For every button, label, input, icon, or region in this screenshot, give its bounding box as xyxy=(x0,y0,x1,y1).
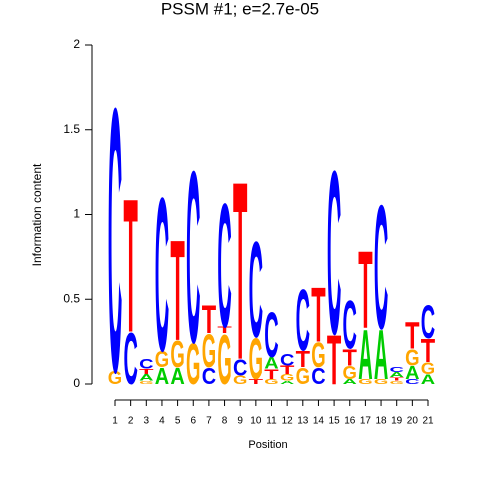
x-tick-label: 21 xyxy=(422,416,434,427)
logo-letter: T xyxy=(343,344,358,371)
y-tick-label: 2 xyxy=(73,37,80,51)
x-axis-label: Position xyxy=(248,439,287,451)
logo-letter: G xyxy=(374,378,388,386)
logo-letter: C xyxy=(249,213,263,366)
logo-letter: C xyxy=(202,362,217,389)
logo-letter: A xyxy=(343,378,358,386)
x-tick-label: 15 xyxy=(329,416,341,427)
x-tick-label: 16 xyxy=(344,416,356,427)
logo-letter: G xyxy=(264,378,278,386)
logo-letter: C xyxy=(296,273,310,369)
x-tick-label: 14 xyxy=(313,416,325,427)
logo-letter: G xyxy=(311,336,325,375)
logo-letter: C xyxy=(421,295,435,348)
logo-letter: A xyxy=(170,362,185,389)
logo-letter: C xyxy=(374,168,388,366)
x-tick-label: 3 xyxy=(144,416,150,427)
logo-letter: T xyxy=(421,332,436,369)
x-tick-label: 11 xyxy=(266,416,277,427)
logo-letter: C xyxy=(108,30,122,451)
y-axis-label: Information content xyxy=(30,163,44,266)
chart-title: PSSM #1; e=2.7e-05 xyxy=(161,0,319,18)
logo-letter: G xyxy=(155,345,169,372)
logo-letter: G xyxy=(405,344,419,371)
logo-letter: T xyxy=(264,366,279,382)
logo-letter: C xyxy=(311,362,326,389)
x-tick-label: 8 xyxy=(222,416,228,427)
logo-letter: T xyxy=(202,296,216,342)
logo-letter: A xyxy=(139,373,153,383)
logo-letter: T xyxy=(217,325,232,335)
logo-letter: C xyxy=(343,286,357,363)
logo-letter: G xyxy=(108,368,122,389)
logo-letter: C xyxy=(186,120,200,393)
logo-letter: C xyxy=(139,356,154,372)
logo-letter: T xyxy=(123,158,137,372)
x-tick-label: 6 xyxy=(190,416,196,427)
x-tick-label: 9 xyxy=(237,416,243,427)
logo-letter: G xyxy=(170,335,184,376)
y-tick-label: 1.5 xyxy=(63,122,80,136)
x-tick-label: 19 xyxy=(391,416,403,427)
logo-letter: G xyxy=(217,320,231,399)
logo-letter: G xyxy=(139,380,153,385)
logo-letter: A xyxy=(280,380,295,385)
x-tick-label: 20 xyxy=(407,416,419,427)
logo-letter: A xyxy=(155,362,170,389)
logo-letter: C xyxy=(233,354,248,381)
y-tick-label: 0 xyxy=(73,376,80,390)
x-tick-label: 4 xyxy=(159,416,165,427)
logo-letter: T xyxy=(358,228,372,352)
x-tick-label: 12 xyxy=(282,416,294,427)
logo-letter: T xyxy=(249,378,263,386)
logo-letter: G xyxy=(421,359,435,378)
logo-letter: T xyxy=(405,316,420,357)
logo-letter: G xyxy=(249,327,263,393)
logo-letter: G xyxy=(233,374,247,387)
logo-letter: C xyxy=(123,320,137,400)
logo-letter: A xyxy=(421,371,436,387)
x-tick-label: 13 xyxy=(297,416,309,427)
logo-letter: C xyxy=(155,152,169,397)
logo-letter: C xyxy=(390,366,405,374)
logo-letter: G xyxy=(358,378,372,386)
logo-letter: A xyxy=(405,362,419,383)
logo-letter: A xyxy=(390,371,405,379)
logo-letter: G xyxy=(390,380,404,385)
logo-letter: T xyxy=(327,320,342,399)
x-tick-label: 18 xyxy=(375,416,387,427)
x-tick-label: 7 xyxy=(206,416,212,427)
y-tick-label: 0.5 xyxy=(63,291,80,305)
logo-letter: G xyxy=(202,324,216,377)
logo-letter: A xyxy=(264,353,278,372)
logo-letter: G xyxy=(343,362,357,383)
logo-letter: C xyxy=(280,350,294,369)
logo-letter: T xyxy=(233,130,247,413)
logo-letter: G xyxy=(280,373,294,383)
logo-letter: T xyxy=(170,210,184,371)
logo-letter: G xyxy=(296,362,310,389)
x-tick-label: 17 xyxy=(360,416,372,427)
logo-letter: T xyxy=(390,377,405,382)
logo-letter: G xyxy=(186,332,200,398)
logo-letter: T xyxy=(296,345,311,372)
x-tick-label: 10 xyxy=(250,416,262,427)
logo-letter: A xyxy=(358,315,372,394)
logo-letter: T xyxy=(280,364,294,377)
logo-letter: C xyxy=(264,299,278,370)
logo-letter: T xyxy=(311,273,326,359)
logo-letter: A xyxy=(374,315,388,394)
x-tick-label: 2 xyxy=(128,416,134,427)
logo-letter: C xyxy=(327,123,341,384)
logo-letter: T xyxy=(139,368,153,376)
y-tick-label: 1 xyxy=(73,207,80,221)
x-tick-label: 5 xyxy=(175,416,181,427)
x-tick-label: 1 xyxy=(112,416,118,427)
logo-letter: C xyxy=(405,378,420,386)
logo-letter: C xyxy=(217,166,231,364)
